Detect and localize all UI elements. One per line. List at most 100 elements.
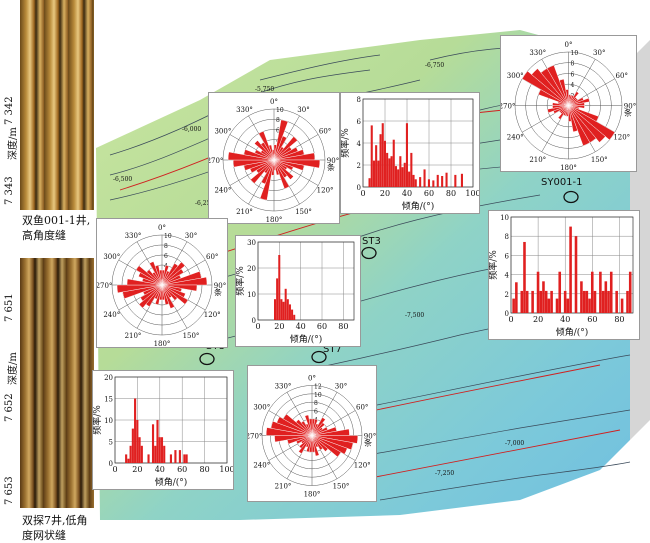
angle-tick-label: 0° (565, 41, 573, 49)
rose-petal (154, 265, 163, 286)
rose-petal (161, 284, 189, 305)
angle-tick-label: 240° (253, 462, 270, 470)
y-tick-label: 10 (104, 417, 113, 425)
hist-bottom: 0 20 40 60 80 100 0 5 10 15 20 倾角/(°) 频率/% (92, 370, 234, 490)
bar (628, 271, 632, 313)
rose-petal (254, 140, 275, 161)
bar (140, 445, 143, 463)
angle-tick-label: 180° (154, 340, 171, 348)
y-tick-label: 10 (500, 214, 509, 222)
rose-petal (568, 91, 580, 106)
x-tick-label: 40 (155, 465, 165, 474)
x-tick-label: 20 (380, 189, 390, 198)
radial-unit-label: 条 (327, 162, 335, 172)
bar (375, 145, 378, 187)
rose-bottom: 0° 30° 60° 90° 120° 150° 180° 210° 240° 270° 300° 3… (247, 365, 377, 502)
x-tick-label: 100 (219, 465, 234, 474)
contour-label: -6,500 (113, 176, 133, 183)
rose-petal (260, 159, 275, 185)
y-tick-label: 4 (357, 140, 362, 148)
angle-tick-label: 300° (253, 404, 270, 412)
rose-mid-left: 0° 30° 60° 90° 120° 150° 180° 210° 240° 270° 300° 3… (96, 218, 228, 348)
angle-tick-label: 270° (247, 433, 262, 441)
bar (151, 424, 155, 463)
rose-petal (568, 97, 590, 106)
core-photo-top (20, 0, 94, 210)
angle-tick-label: 270° (208, 157, 223, 165)
bar (604, 281, 608, 313)
bar (282, 301, 285, 320)
radial-tick-label: 10 (571, 50, 579, 57)
bar (397, 169, 400, 187)
angle-tick-label: 60° (616, 72, 628, 80)
y-tick-label: 15 (104, 396, 113, 404)
y-tick-label: 0 (505, 310, 509, 318)
angle-tick-label: 300° (103, 253, 120, 261)
rose-petal (311, 435, 323, 451)
angle-tick-label: 240° (103, 311, 120, 319)
rose-petal (135, 265, 163, 286)
rose-petal (521, 70, 569, 106)
depth-tick: 7 343 (4, 176, 15, 205)
rose-petal (568, 105, 578, 133)
bar (419, 177, 422, 187)
angle-tick-label: 210° (529, 156, 546, 164)
radial-tick-label: 8 (276, 117, 280, 124)
depth-tick: 7 342 (4, 96, 15, 125)
depth-tick: 7 652 (4, 393, 15, 422)
y-tick-label: 8 (505, 233, 509, 241)
bar (601, 290, 605, 313)
bar (550, 290, 553, 313)
angle-tick-label: 210° (275, 483, 292, 491)
bar (134, 398, 137, 463)
x-tick-label: 40 (296, 322, 306, 331)
angle-tick-label: 330° (236, 106, 253, 114)
bar (377, 160, 380, 187)
x-tick-label: 60 (424, 189, 434, 198)
hist-top: 0 20 40 60 80 100 0 2 4 6 8 倾角/(°) 频率/% (340, 92, 480, 214)
radial-tick-label: 4 (571, 82, 575, 89)
bar (547, 298, 551, 313)
angle-tick-label: 300° (214, 128, 231, 136)
rose-petal (308, 418, 313, 436)
rose-petal (311, 435, 342, 458)
x-axis-label: 倾角/(°) (556, 326, 589, 338)
angle-tick-label: 270° (96, 282, 112, 290)
angle-tick-label: 330° (529, 49, 546, 57)
rose-petal (568, 105, 606, 143)
rose-petal (161, 268, 184, 286)
rose-petal (311, 435, 329, 452)
bar (163, 445, 166, 463)
bar (410, 152, 413, 187)
bar (441, 176, 444, 187)
y-tick-label: 20 (247, 265, 256, 273)
bar (599, 271, 602, 313)
core-photo-bottom (20, 258, 94, 508)
bar (147, 454, 150, 463)
contour-label: -7,500 (405, 312, 425, 319)
angle-tick-label: 150° (183, 332, 200, 340)
hist-mid: 0 20 40 60 80 0 10 20 30 倾角/(°) 频率/% (235, 235, 361, 347)
rose-petal (568, 105, 616, 141)
bar (566, 298, 570, 313)
bar (129, 445, 132, 463)
bar (280, 299, 283, 320)
rose-petal (273, 159, 280, 176)
angle-tick-label: 120° (204, 311, 221, 319)
bar (136, 420, 139, 463)
bar (286, 299, 289, 320)
depth-tick: 7 651 (4, 293, 15, 322)
bar (574, 236, 578, 313)
rose-petal (116, 284, 163, 294)
rose-petal (276, 416, 313, 436)
rose-petal (295, 419, 313, 436)
bar (542, 281, 545, 313)
rose-petal (273, 159, 290, 190)
radial-tick-label: 8 (314, 400, 318, 407)
bar (125, 454, 128, 463)
bar (185, 454, 188, 463)
well-marker-sy001-1 (563, 190, 579, 204)
rose-petal (298, 435, 313, 449)
bar (626, 290, 629, 313)
core-caption: 高角度缝 (22, 229, 66, 242)
